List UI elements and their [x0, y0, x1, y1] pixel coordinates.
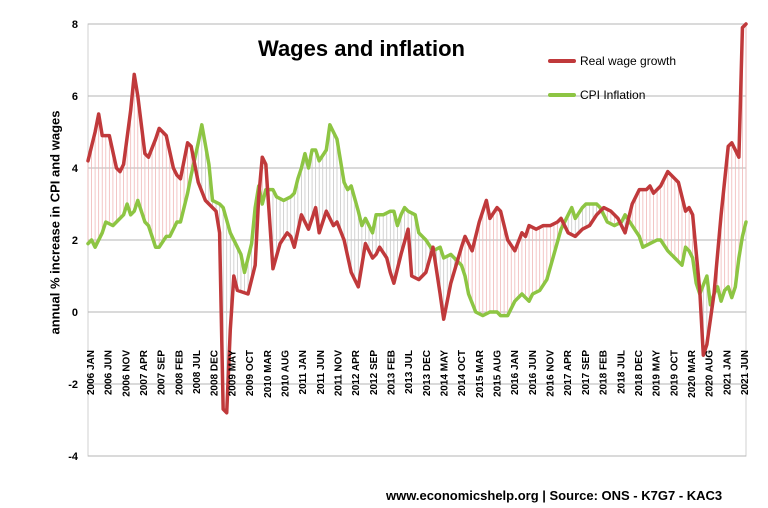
- x-tick-label: 2009 OCT: [245, 350, 256, 396]
- x-tick-label: 2006 NOV: [121, 350, 132, 397]
- x-tick-label: 2014 MAY: [440, 350, 451, 397]
- legend-item-cpi: CPI Inflation: [548, 86, 698, 104]
- x-tick-label: 2019 OCT: [669, 350, 680, 396]
- x-tick-label: 2015 AUG: [493, 350, 504, 397]
- legend-label-cpi: CPI Inflation: [580, 88, 646, 102]
- y-tick-label: 4: [72, 163, 79, 175]
- x-tick-label: 2009 MAY: [227, 350, 238, 397]
- x-tick-label: 2010 AUG: [280, 350, 291, 397]
- x-tick-label: 2013 DEC: [422, 350, 433, 396]
- x-tick-label: 2017 APR: [563, 349, 574, 396]
- x-axis-ticks: 2006 JAN 2006 JUN 2006 NOV 2007 APR 2007 SEP…: [86, 349, 751, 398]
- y-tick-label: -4: [68, 451, 79, 463]
- legend-item-real-wage: Real wage growth: [548, 52, 698, 70]
- x-tick-label: 2012 SEP: [369, 350, 380, 395]
- x-tick-label: 2008 FEB: [174, 350, 185, 395]
- x-tick-label: 2014 OCT: [457, 350, 468, 396]
- y-tick-label: 2: [72, 235, 78, 247]
- series-line-cpi: [86, 123, 748, 318]
- x-tick-label: 2021 JUN: [740, 350, 751, 395]
- x-tick-label: 2006 JAN: [86, 350, 97, 395]
- x-tick-label: 2017 SEP: [581, 350, 592, 395]
- x-tick-label: 2013 FEB: [387, 350, 398, 395]
- x-tick-label: 2020 AUG: [705, 350, 716, 397]
- x-tick-label: 2018 JUL: [616, 350, 627, 394]
- series-line-real-wage: [86, 22, 748, 415]
- legend: Real wage growth CPI Inflation: [548, 52, 698, 120]
- x-tick-label: 2018 DEC: [634, 350, 645, 396]
- x-tick-label: 2008 JUL: [192, 350, 203, 394]
- legend-swatch-real-wage: [548, 59, 576, 63]
- x-tick-label: 2006 JUN: [104, 350, 115, 395]
- y-tick-label: -2: [68, 379, 78, 391]
- source-note: www.economicshelp.org | Source: ONS - K7…: [386, 488, 723, 503]
- x-tick-label: 2021 JAN: [722, 350, 733, 395]
- y-tick-label: 0: [72, 307, 78, 319]
- x-tick-label: 2007 APR: [139, 349, 150, 396]
- y-tick-label: 6: [72, 91, 78, 103]
- y-tick-label: 8: [72, 19, 78, 31]
- x-tick-label: 2012 APR: [351, 349, 362, 396]
- x-tick-label: 2011 JAN: [298, 350, 309, 394]
- x-tick-label: 2016 JUN: [528, 350, 539, 395]
- x-tick-label: 2016 JAN: [510, 350, 521, 395]
- x-tick-label: 2008 DEC: [210, 350, 221, 396]
- x-tick-label: 2018 FEB: [599, 350, 610, 395]
- x-tick-label: 2019 MAY: [652, 350, 663, 397]
- x-tick-label: 2011 JUN: [316, 350, 327, 394]
- x-tick-label: 2010 MAR: [263, 349, 274, 398]
- grid-lines: [88, 23, 746, 457]
- series-lines: [86, 22, 748, 415]
- x-tick-label: 2013 JUL: [404, 350, 415, 394]
- chart-title: Wages and inflation: [258, 36, 465, 61]
- x-tick-label: 2020 MAR: [687, 349, 698, 398]
- legend-label-real-wage: Real wage growth: [580, 54, 677, 68]
- legend-swatch-cpi: [548, 93, 576, 97]
- x-tick-label: 2016 NOV: [546, 350, 557, 397]
- y-axis-ticks: -4 -2 0 2 4 6 8: [68, 19, 79, 463]
- x-tick-label: 2007 SEP: [157, 350, 168, 395]
- x-tick-label: 2015 MAR: [475, 349, 486, 398]
- x-tick-label: 2011 NOV: [334, 350, 345, 396]
- y-axis-title: annual % increase in CPI and wages: [47, 110, 63, 335]
